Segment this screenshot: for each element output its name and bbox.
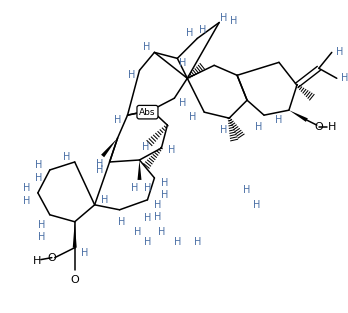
Polygon shape <box>101 138 118 157</box>
Text: H: H <box>221 125 228 135</box>
Text: H: H <box>144 237 151 247</box>
Text: H: H <box>96 159 103 169</box>
Text: H: H <box>161 190 168 200</box>
Text: H: H <box>158 227 165 237</box>
Text: H: H <box>134 227 141 237</box>
Text: H: H <box>199 25 206 35</box>
Text: H: H <box>154 200 161 210</box>
Text: Abs: Abs <box>139 108 156 117</box>
Text: H: H <box>255 122 263 132</box>
Text: H: H <box>144 213 151 223</box>
Text: H: H <box>23 183 31 193</box>
Text: H: H <box>131 183 138 193</box>
Text: H: H <box>185 28 193 38</box>
Text: H: H <box>63 152 70 162</box>
Text: H: H <box>243 185 251 195</box>
Text: H: H <box>221 13 228 23</box>
Text: H: H <box>168 145 175 155</box>
Text: H: H <box>35 173 42 183</box>
Text: H: H <box>144 183 151 193</box>
Text: H: H <box>161 178 168 188</box>
Text: H: H <box>81 248 88 258</box>
Text: H: H <box>96 165 103 175</box>
Text: H: H <box>114 115 121 125</box>
Text: H: H <box>33 256 41 266</box>
Text: O: O <box>315 122 323 132</box>
Polygon shape <box>289 110 308 122</box>
Text: H: H <box>154 212 161 222</box>
Text: H: H <box>38 232 46 242</box>
Text: H: H <box>193 237 201 247</box>
Text: H: H <box>23 196 31 206</box>
Text: H: H <box>253 200 261 210</box>
Text: O: O <box>47 253 56 263</box>
Text: O: O <box>70 275 79 285</box>
Text: H: H <box>35 160 42 170</box>
Text: H: H <box>327 122 336 132</box>
Text: H: H <box>189 112 196 122</box>
Text: H: H <box>174 237 181 247</box>
Text: H: H <box>179 98 186 108</box>
Text: H: H <box>230 16 238 25</box>
Text: H: H <box>341 73 348 83</box>
Text: H: H <box>275 115 283 125</box>
Text: H: H <box>38 220 46 230</box>
Text: H: H <box>128 70 135 80</box>
Text: H: H <box>142 142 149 152</box>
Polygon shape <box>73 222 77 248</box>
Text: H: H <box>101 195 108 205</box>
Text: H: H <box>118 217 125 227</box>
Text: H: H <box>179 58 186 68</box>
Polygon shape <box>137 160 142 180</box>
Text: H: H <box>143 42 150 52</box>
Text: H: H <box>336 47 343 57</box>
